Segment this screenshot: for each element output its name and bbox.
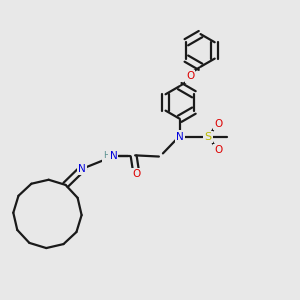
Text: O: O: [214, 145, 222, 155]
Text: O: O: [133, 169, 141, 179]
Text: O: O: [186, 71, 194, 81]
Text: N: N: [78, 164, 86, 174]
Text: O: O: [214, 118, 222, 128]
Text: N: N: [110, 151, 117, 161]
Text: N: N: [176, 132, 184, 142]
Text: S: S: [204, 132, 211, 142]
Text: H: H: [103, 152, 110, 160]
